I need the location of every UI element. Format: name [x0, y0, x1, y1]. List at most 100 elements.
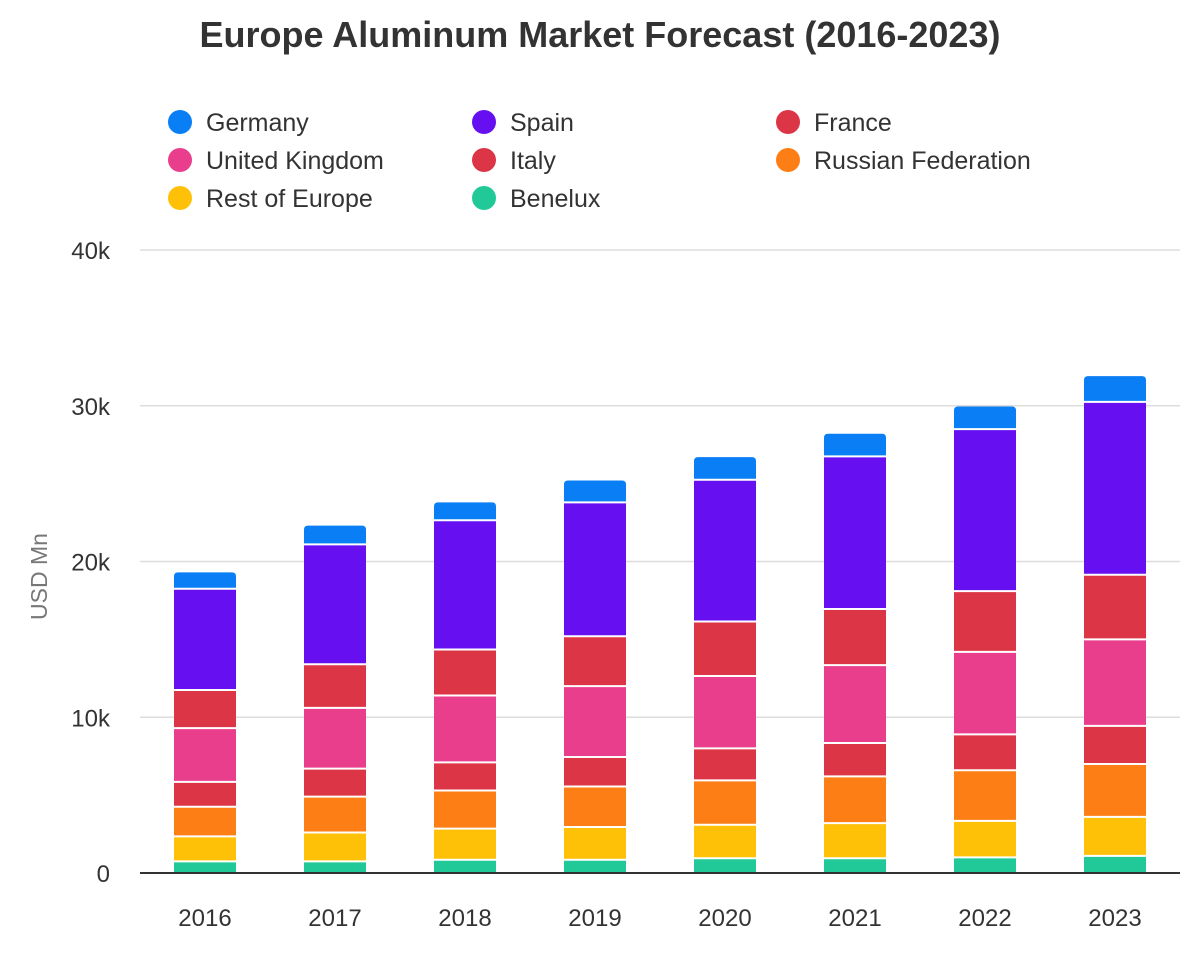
bar-segment [304, 664, 366, 708]
bar-segment [174, 806, 236, 837]
bar-segment [1084, 401, 1146, 575]
y-axis-title: USD Mn [26, 533, 52, 620]
bar-segment [174, 781, 236, 807]
bar-segment [824, 665, 886, 743]
legend-swatch [168, 148, 192, 172]
bar-segment [954, 734, 1016, 771]
bar-segment [694, 824, 756, 859]
legend-item: Russian Federation [776, 147, 1031, 175]
legend-item: United Kingdom [168, 147, 384, 175]
bar-segment [1084, 376, 1146, 402]
bar-segment [174, 861, 236, 873]
legend-label: Rest of Europe [206, 185, 373, 213]
bar-segment [174, 728, 236, 782]
bar-segment [174, 572, 236, 589]
bar-segment [304, 525, 366, 545]
bar-segment [564, 686, 626, 757]
bar-segment [1084, 574, 1146, 640]
bar-segment [564, 827, 626, 860]
bar-segment [824, 858, 886, 873]
bar-segment [694, 858, 756, 873]
bar-segment [564, 502, 626, 637]
bar-segment [824, 433, 886, 457]
bar-segment [174, 588, 236, 690]
legend-label: United Kingdom [206, 147, 384, 175]
bar-segment [304, 544, 366, 665]
chart-title: Europe Aluminum Market Forecast (2016-20… [199, 14, 1001, 55]
bar-segment [174, 689, 236, 729]
y-tick-label: 0 [97, 861, 110, 888]
bar-segment [1084, 763, 1146, 817]
y-tick-label: 10k [71, 705, 111, 732]
bar-segment [694, 675, 756, 749]
y-tick-label: 20k [71, 550, 111, 577]
legend-swatch [776, 148, 800, 172]
x-tick-label: 2020 [698, 905, 751, 932]
legend-swatch [472, 110, 496, 134]
bar-segment [564, 859, 626, 873]
bar-segment [954, 857, 1016, 873]
bar-segment [954, 820, 1016, 858]
x-tick-label: 2022 [958, 905, 1011, 932]
axes: 0 10k 20k 30k 40k USD Mn 2016 2017 2018 2019 2020 2… [26, 238, 1180, 932]
bar-segment [694, 621, 756, 676]
bar-segment [564, 786, 626, 828]
legend-swatch [472, 186, 496, 210]
bar-segment [954, 406, 1016, 430]
bar-segment [1084, 639, 1146, 726]
bar-segment [954, 591, 1016, 652]
bar-segment [824, 609, 886, 666]
legend-item: Benelux [472, 185, 601, 213]
x-tick-label: 2019 [568, 905, 621, 932]
x-tick-label: 2017 [308, 905, 361, 932]
bar-segment [824, 823, 886, 859]
bar-segment [1084, 855, 1146, 873]
legend-label: Benelux [510, 185, 601, 213]
y-tick-label: 40k [71, 238, 111, 265]
bar-segment [564, 756, 626, 787]
legend-swatch [168, 186, 192, 210]
legend-item: Spain [472, 109, 574, 137]
bar-segment [434, 859, 496, 873]
bar-segment [434, 695, 496, 763]
bar-segment [824, 742, 886, 777]
bar-segment [824, 776, 886, 824]
legend-label: France [814, 109, 892, 137]
legend-item: Italy [472, 147, 556, 175]
bar-segment [824, 456, 886, 610]
x-tick-label: 2023 [1088, 905, 1141, 932]
bar-segment [694, 479, 756, 622]
bar-segment [564, 480, 626, 503]
x-tick-label: 2016 [178, 905, 231, 932]
legend-label: Germany [206, 109, 309, 137]
bar-segment [304, 832, 366, 862]
bar-segment [304, 707, 366, 769]
legend-swatch [472, 148, 496, 172]
bar-segment [694, 748, 756, 781]
bar-segment [434, 649, 496, 696]
bar-stacks [174, 376, 1146, 873]
bar-segment [304, 861, 366, 873]
legend-swatch [168, 110, 192, 134]
bar-segment [564, 636, 626, 687]
gridlines [140, 249, 1180, 718]
bar-segment [1084, 725, 1146, 764]
x-tick-label: 2021 [828, 905, 881, 932]
legend-swatch [776, 110, 800, 134]
legend-item: Germany [168, 109, 309, 137]
legend-label: Russian Federation [814, 147, 1031, 175]
bar-segment [694, 457, 756, 480]
bar-segment [954, 651, 1016, 735]
x-tick-label: 2018 [438, 905, 491, 932]
bar-segment [694, 780, 756, 825]
bar-segment [1084, 816, 1146, 856]
bar-segment [434, 762, 496, 791]
legend-label: Italy [510, 147, 556, 175]
bar-segment [954, 429, 1016, 592]
bar-segment [434, 828, 496, 860]
bar-segment [174, 836, 236, 862]
bar-segment [434, 790, 496, 829]
legend: Germany Spain France United Kingdom Italy Rus… [168, 109, 1031, 213]
bar-segment [304, 796, 366, 833]
